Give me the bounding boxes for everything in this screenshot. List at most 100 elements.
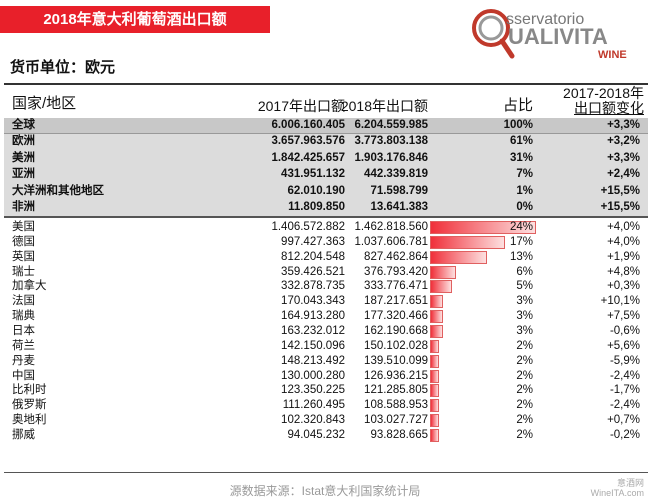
share-cell: 100% (503, 119, 533, 131)
share-cell: 2% (516, 369, 533, 382)
share-cell: 1% (516, 184, 533, 197)
value-2018: 187.217.651 (364, 295, 428, 308)
change-cell: -0,6% (609, 324, 640, 337)
value-2017: 6.006.160.405 (271, 119, 345, 131)
value-2017: 3.657.963.576 (271, 135, 345, 148)
share-bar (430, 414, 439, 428)
source-note: 源数据来源：Istat意大利国家统计局 (229, 484, 421, 498)
name-cell: 挪威 (12, 428, 35, 441)
share-bar (430, 354, 439, 368)
share-bar (430, 339, 439, 353)
header-2018: 2018年出口额 (340, 98, 428, 114)
value-2017: 431.951.132 (281, 168, 345, 181)
region-row: 大洋洲和其他地区 62.010.190 71.598.799 1% +15,5% (4, 184, 648, 199)
share-cell: 0% (516, 201, 533, 213)
name-cell: 奥地利 (12, 414, 47, 427)
value-2018: 13.641.383 (370, 201, 428, 213)
change-cell: -2,4% (609, 369, 640, 382)
change-cell: +5,6% (607, 339, 640, 352)
change-cell: +2,4% (607, 168, 640, 181)
page-title: 2018年意大利葡萄酒出口额 (0, 6, 270, 33)
country-row: 荷兰 142.150.096 150.102.028 2% +5,6% (4, 339, 648, 354)
name-cell: 荷兰 (12, 339, 35, 352)
value-2017: 102.320.843 (281, 414, 345, 427)
divider (4, 472, 648, 473)
qualivita-logo: sservatorio UALIVITA WINE (472, 9, 627, 61)
change-cell: +10,1% (600, 295, 640, 308)
value-2018: 93.828.665 (370, 428, 428, 441)
watermark: 意酒网 WineITA.com (590, 478, 644, 498)
name-cell: 加拿大 (12, 280, 47, 293)
value-2018: 71.598.799 (370, 184, 428, 197)
value-2018: 6.204.559.985 (354, 119, 428, 131)
country-row: 加拿大 332.878.735 333.776.471 5% +0,3% (4, 279, 648, 294)
share-cell: 2% (516, 399, 533, 412)
region-row: 欧洲 3.657.963.576 3.773.803.138 61% +3,2% (4, 134, 648, 149)
share-cell: 17% (509, 235, 533, 248)
name-cell: 中国 (12, 369, 35, 382)
name-cell: 法国 (12, 295, 35, 308)
region-row: 非洲 11.809.850 13.641.383 0% +15,5% (4, 200, 648, 215)
value-2018: 376.793.420 (364, 265, 428, 278)
region-row: 亚洲 431.951.132 442.339.819 7% +2,4% (4, 167, 648, 182)
value-2017: 1.842.425.657 (271, 151, 345, 164)
value-2017: 130.000.280 (281, 369, 345, 382)
value-2018: 1.462.818.560 (354, 221, 428, 233)
region-row: 全球 6.006.160.405 6.204.559.985 100% +3,3% (4, 118, 648, 133)
share-cell: 24% (509, 221, 533, 233)
change-cell: +4,0% (607, 221, 640, 233)
value-2018: 162.190.668 (364, 324, 428, 337)
region-row: 美洲 1.842.425.657 1.903.176.846 31% +3,3% (4, 151, 648, 166)
change-cell: +15,5% (600, 201, 640, 213)
change-cell: +4,8% (607, 265, 640, 278)
country-row: 法国 170.043.343 187.217.651 3% +10,1% (4, 294, 648, 309)
change-cell: +3,2% (607, 135, 640, 148)
value-2017: 812.204.548 (281, 250, 345, 263)
name-cell: 瑞士 (12, 265, 35, 278)
share-bar (430, 221, 536, 234)
share-cell: 13% (509, 250, 533, 263)
share-cell: 61% (509, 135, 533, 148)
change-cell: +3,3% (607, 151, 640, 164)
name-cell: 俄罗斯 (12, 399, 47, 412)
change-cell: +7,5% (607, 310, 640, 323)
share-bar (430, 384, 439, 398)
change-cell: -5,9% (609, 354, 640, 367)
share-bar (430, 235, 505, 249)
value-2018: 126.936.215 (364, 369, 428, 382)
name-cell: 英国 (12, 250, 35, 263)
share-cell: 2% (516, 414, 533, 427)
share-bar (430, 265, 457, 279)
divider (4, 83, 648, 85)
share-bar (430, 324, 444, 338)
name-cell: 欧洲 (12, 135, 35, 148)
country-row: 英国 812.204.548 827.462.864 13% +1,9% (4, 250, 648, 265)
value-2018: 827.462.864 (364, 250, 428, 263)
country-row: 德国 997.427.363 1.037.606.781 17% +4,0% (4, 235, 648, 250)
country-row: 美国 1.406.572.882 1.462.818.560 24% +4,0% (4, 220, 648, 235)
value-2017: 164.913.280 (281, 310, 345, 323)
change-cell: +1,9% (607, 250, 640, 263)
share-cell: 2% (516, 384, 533, 397)
share-bar (430, 250, 488, 264)
value-2018: 442.339.819 (364, 168, 428, 181)
value-2018: 1.037.606.781 (354, 235, 428, 248)
country-row: 俄罗斯 111.260.495 108.588.953 2% -2,4% (4, 398, 648, 413)
name-cell: 丹麦 (12, 354, 35, 367)
name-cell: 全球 (12, 119, 35, 131)
value-2018: 333.776.471 (364, 280, 428, 293)
country-row: 丹麦 148.213.492 139.510.099 2% -5,9% (4, 354, 648, 369)
name-cell: 比利时 (12, 384, 47, 397)
svg-text:sservatorio: sservatorio (506, 11, 584, 28)
value-2018: 1.903.176.846 (354, 151, 428, 164)
header-share: 占比 (502, 97, 533, 114)
region-block (4, 118, 648, 216)
country-row: 比利时 123.350.225 121.285.805 2% -1,7% (4, 383, 648, 398)
value-2018: 3.773.803.138 (354, 135, 428, 148)
change-cell: -1,7% (609, 384, 640, 397)
name-cell: 大洋洲和其他地区 (12, 184, 104, 197)
svg-text:UALIVITA: UALIVITA (508, 24, 608, 49)
share-bar (430, 295, 444, 309)
value-2018: 177.320.466 (364, 310, 428, 323)
value-2018: 121.285.805 (364, 384, 428, 397)
